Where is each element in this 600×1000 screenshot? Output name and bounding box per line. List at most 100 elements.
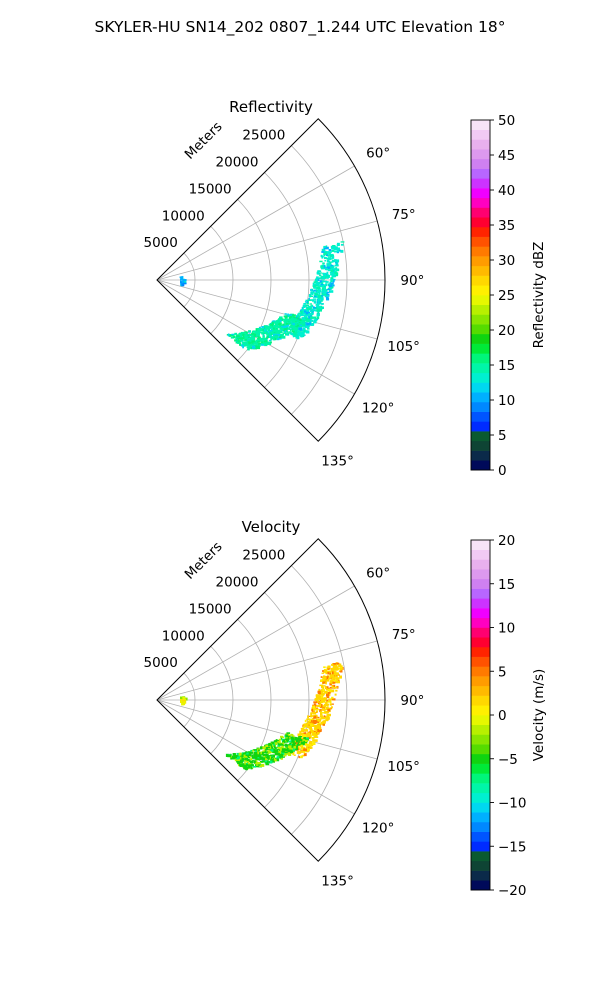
colorbar-segment [471, 168, 490, 179]
data-cell [247, 338, 249, 340]
data-cell [323, 245, 326, 248]
data-cell [285, 322, 288, 325]
data-cell [335, 686, 338, 688]
data-cell [315, 286, 318, 290]
data-cell [283, 316, 286, 318]
data-cell [272, 749, 277, 753]
data-cell [313, 720, 315, 723]
angle-tick-label: 60° [366, 565, 390, 581]
data-cell [283, 755, 287, 757]
colorbar-segment [471, 724, 490, 735]
data-cell [319, 309, 322, 312]
data-cell [323, 247, 327, 250]
data-cell [266, 756, 270, 760]
angle-tick-label: 135° [321, 454, 354, 470]
data-cell [321, 280, 325, 283]
data-cell [324, 252, 328, 255]
data-cell [285, 737, 288, 739]
data-cell [319, 718, 322, 721]
colorbar-segment [471, 421, 490, 432]
data-cell [326, 266, 331, 269]
data-cell [271, 332, 275, 335]
data-cell [260, 752, 264, 755]
data-cell [329, 682, 332, 686]
data-cell [181, 283, 185, 287]
data-cell [315, 714, 318, 718]
data-cell [312, 705, 316, 709]
colorbar-tick-label: 0 [498, 708, 507, 724]
data-cell [269, 341, 272, 344]
colorbar-segment [471, 139, 490, 150]
data-cell [258, 343, 262, 345]
data-cell [317, 722, 321, 725]
data-cell [254, 331, 258, 335]
data-cell [249, 764, 252, 767]
colorbar-tick-label: −5 [498, 752, 518, 768]
data-cell [311, 733, 315, 736]
data-cell [311, 730, 314, 734]
data-cell [312, 299, 314, 302]
data-cell [274, 325, 277, 327]
data-cell [296, 320, 300, 323]
data-cell [291, 320, 294, 323]
data-cell [323, 678, 326, 682]
data-cell [262, 330, 267, 334]
colorbar-segment [471, 666, 490, 677]
data-cell [255, 333, 259, 337]
data-cell [295, 325, 298, 329]
colorbar-tick-label: 10 [498, 393, 515, 409]
data-cell [315, 695, 320, 698]
data-cell [319, 288, 321, 292]
data-cell [316, 286, 321, 290]
data-cell [299, 334, 303, 336]
data-cell [316, 309, 320, 312]
data-cell [247, 751, 252, 754]
data-cell [318, 291, 321, 295]
data-cell [182, 280, 185, 283]
data-cell [290, 322, 293, 325]
data-cell [317, 729, 322, 733]
data-cell [309, 310, 313, 312]
data-cell [287, 327, 290, 330]
data-cell [288, 740, 291, 743]
data-cell [285, 738, 288, 740]
data-cell [265, 748, 268, 751]
data-cell [277, 740, 280, 743]
data-cell [336, 662, 339, 665]
data-cell [309, 746, 313, 749]
data-cell [330, 667, 334, 671]
data-cell [305, 734, 308, 738]
colorbar-segment [471, 401, 490, 412]
colorbar-segment [471, 802, 490, 813]
colorbar-segment [471, 178, 490, 189]
data-cell [289, 329, 292, 332]
data-cell [321, 717, 326, 720]
data-cell [260, 751, 262, 755]
data-cell [303, 316, 308, 318]
data-cell [319, 274, 322, 277]
data-cell [305, 738, 309, 741]
data-cell [278, 318, 280, 321]
data-cell [255, 345, 258, 348]
data-cell [319, 302, 322, 304]
data-cell [292, 314, 296, 317]
data-cell [274, 337, 277, 341]
colorbar-segment [471, 821, 490, 832]
data-cell [238, 752, 242, 756]
colorbar-tick-label: −20 [498, 883, 527, 899]
data-cell [281, 756, 283, 760]
data-cell [266, 333, 269, 336]
data-cell [309, 299, 314, 301]
data-cell [288, 331, 290, 333]
data-cell [243, 766, 247, 769]
data-cell [279, 329, 282, 331]
data-cell [234, 332, 237, 335]
data-cell [334, 246, 338, 250]
data-cell [285, 745, 287, 748]
data-cell [248, 330, 251, 332]
data-cell [302, 323, 305, 326]
data-cell [334, 675, 338, 677]
data-cell [316, 720, 320, 722]
data-cell [332, 280, 335, 283]
data-cell [331, 698, 335, 701]
